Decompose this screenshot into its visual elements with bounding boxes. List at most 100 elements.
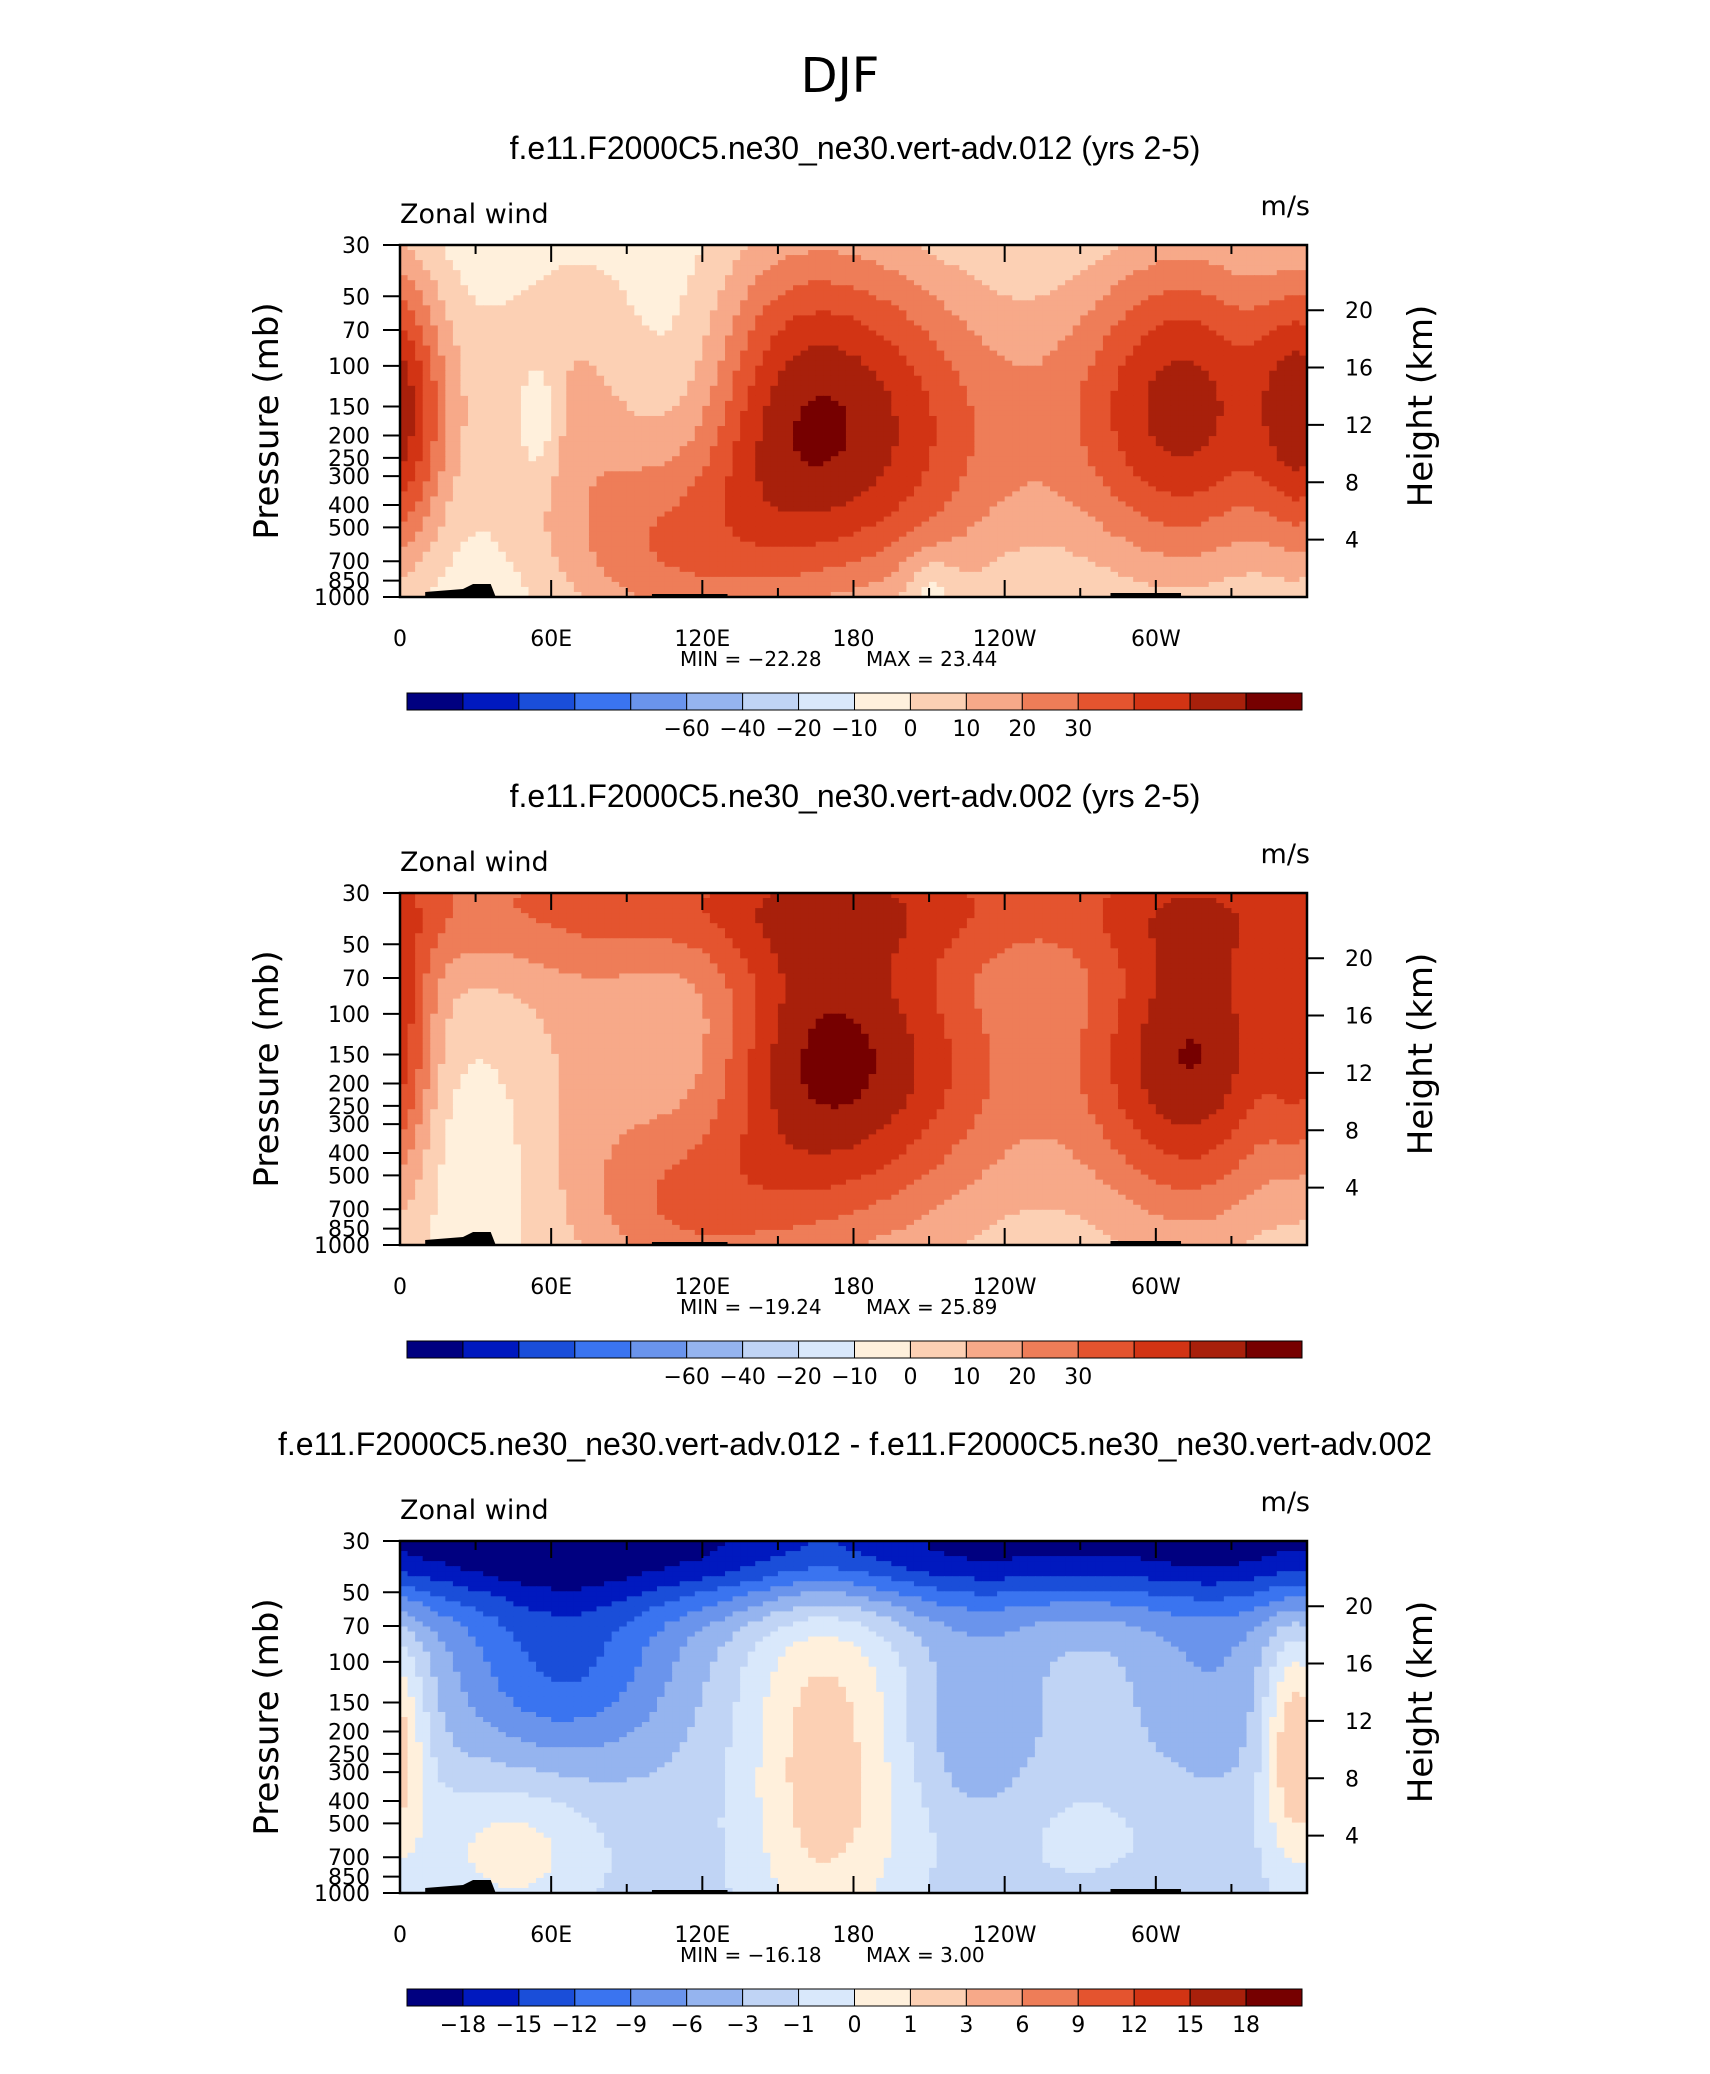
contour-cell (475, 370, 484, 377)
contour-cell (755, 400, 764, 407)
contour-cell (1019, 330, 1028, 337)
contour-cell (536, 380, 545, 387)
contour-cell (740, 390, 749, 397)
contour-cell (626, 451, 635, 457)
contour-cell (800, 410, 809, 417)
contour-cell (1118, 410, 1127, 417)
contour-cell (1163, 270, 1172, 276)
contour-cell (1186, 345, 1195, 352)
contour-cell (588, 370, 598, 377)
contour-cell (1254, 305, 1263, 311)
contour-cell (777, 400, 787, 407)
contour-cell (709, 400, 719, 407)
contour-cell (437, 431, 446, 437)
contour-cell (1012, 365, 1021, 372)
contour-cell (558, 350, 567, 357)
contour-cell (785, 325, 794, 332)
contour-cell (1057, 325, 1066, 332)
contour-cell (558, 305, 567, 311)
contour-cell (649, 390, 658, 397)
contour-cell (1027, 380, 1036, 387)
contour-cell (997, 280, 1006, 286)
contour-cell (573, 255, 582, 261)
contour-cell (520, 310, 530, 316)
contour-cell (830, 305, 839, 311)
contour-cell (445, 325, 454, 332)
contour-cell (876, 410, 885, 417)
contour-cell (1087, 320, 1096, 327)
contour-cell (785, 446, 794, 452)
contour-cell (838, 315, 847, 322)
contour-cell (830, 260, 839, 266)
contour-cell (1065, 410, 1074, 417)
contour-cell (672, 370, 681, 377)
contour-cell (762, 310, 771, 316)
contour-cell (861, 360, 870, 367)
contour-cell (1254, 431, 1263, 437)
contour-cell (1027, 426, 1036, 432)
contour-cell (740, 400, 749, 407)
contour-cell (452, 436, 462, 442)
contour-cell (528, 380, 537, 387)
contour-cell (770, 285, 779, 291)
contour-cell (407, 310, 416, 316)
contour-cell (1208, 325, 1217, 332)
contour-cell (437, 370, 446, 377)
contour-cell (1125, 305, 1134, 311)
contour-cell (709, 280, 719, 286)
contour-cell (596, 255, 605, 261)
contour-cell (966, 305, 976, 311)
contour-cell (898, 350, 908, 357)
contour-cell (422, 280, 431, 286)
contour-cell (1080, 395, 1089, 402)
contour-cell (1080, 320, 1089, 327)
contour-cell (619, 380, 628, 387)
contour-cell (1254, 375, 1263, 382)
contour-cell (505, 325, 514, 332)
contour-cell (498, 415, 507, 422)
contour-cell (800, 295, 809, 301)
contour-cell (1231, 415, 1240, 422)
contour-cell (830, 325, 839, 332)
contour-cell (664, 385, 673, 392)
contour-cell (1095, 415, 1104, 422)
contour-cell (1080, 310, 1089, 316)
contour-cell (604, 250, 613, 256)
contour-cell (762, 360, 771, 367)
contour-cell (747, 305, 756, 311)
contour-cell (566, 260, 575, 266)
contour-cell (536, 340, 545, 347)
contour-cell (649, 330, 658, 337)
contour-cell (604, 365, 613, 372)
contour-cell (1269, 426, 1278, 432)
contour-cell (1246, 345, 1255, 352)
contour-cell (551, 421, 560, 427)
contour-cell (740, 370, 749, 377)
contour-cell (891, 395, 900, 402)
contour-cell (551, 431, 560, 437)
contour-cell (1246, 395, 1255, 402)
contour-cell (966, 340, 976, 347)
contour-cell (694, 245, 703, 251)
contour-cell (1110, 305, 1119, 311)
contour-cell (891, 255, 900, 261)
contour-cell (1261, 375, 1270, 382)
contour-cell (505, 290, 514, 296)
contour-cell (581, 415, 590, 422)
contour-cell (1201, 330, 1210, 337)
contour-cell (974, 415, 983, 422)
contour-cell (528, 295, 537, 301)
contour-cell (1163, 320, 1172, 327)
contour-cell (634, 446, 643, 452)
contour-cell (528, 400, 537, 407)
contour-cell (1246, 325, 1255, 332)
contour-cell (1148, 375, 1157, 382)
contour-cell (1027, 310, 1036, 316)
contour-cell (861, 285, 870, 291)
contour-cell (694, 265, 703, 271)
contour-cell (528, 345, 537, 352)
contour-cell (1125, 370, 1134, 377)
contour-cell (1095, 436, 1104, 442)
contour-cell (422, 446, 431, 452)
contour-cell (687, 350, 696, 357)
